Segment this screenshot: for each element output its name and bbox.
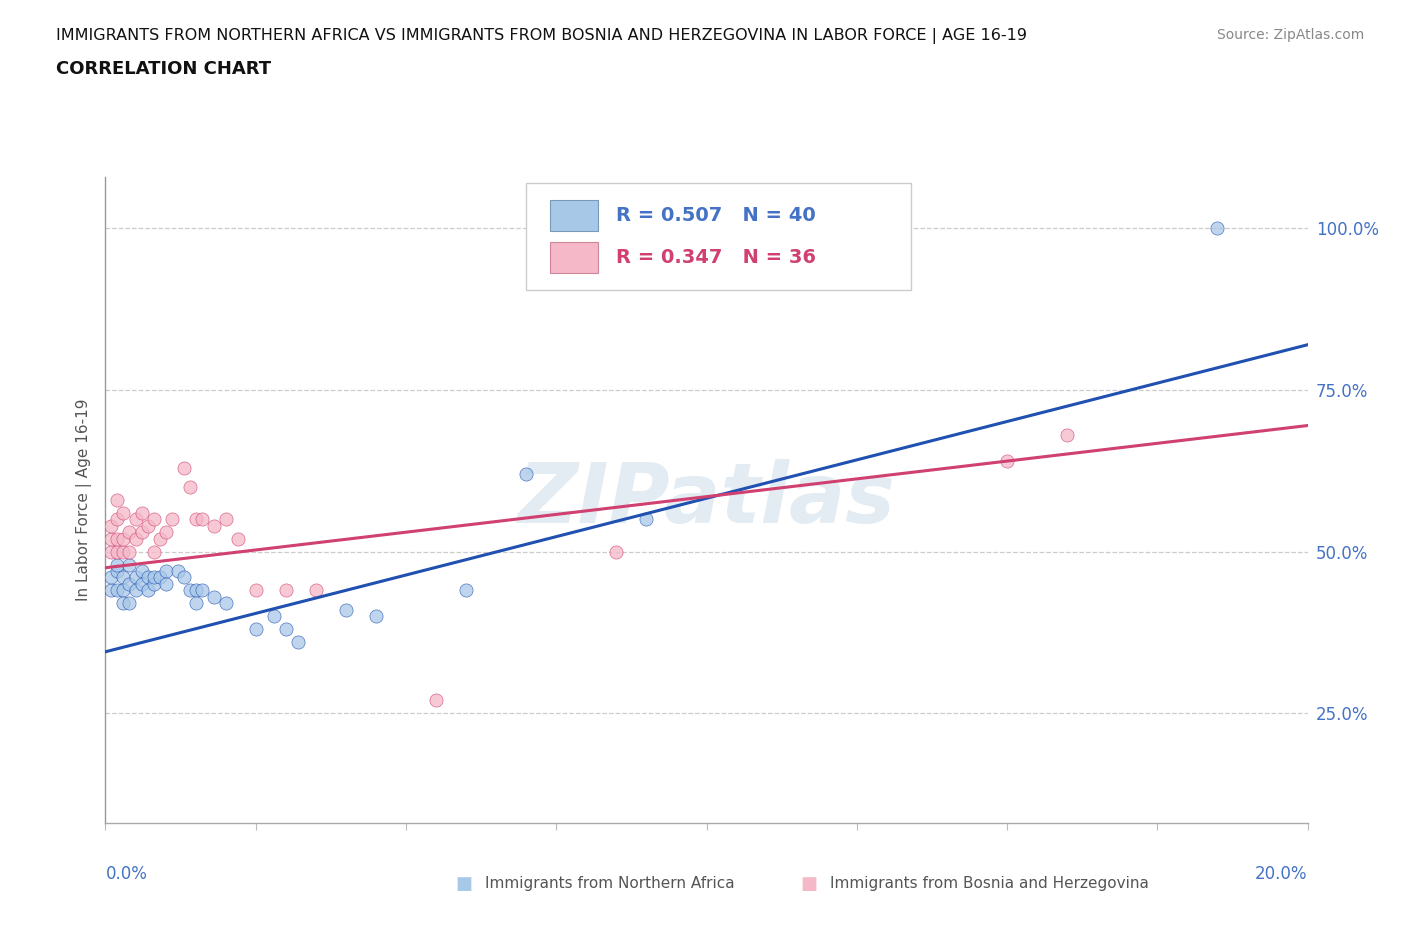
Point bbox=[425, 693, 447, 708]
Point bbox=[124, 570, 146, 585]
Point bbox=[605, 544, 627, 559]
Point bbox=[155, 525, 177, 539]
Point bbox=[142, 512, 165, 526]
Text: Immigrants from Northern Africa: Immigrants from Northern Africa bbox=[485, 876, 735, 891]
Point bbox=[214, 596, 236, 611]
Text: R = 0.507   N = 40: R = 0.507 N = 40 bbox=[616, 206, 815, 225]
FancyBboxPatch shape bbox=[526, 183, 911, 290]
Text: 20.0%: 20.0% bbox=[1256, 865, 1308, 884]
Point bbox=[184, 596, 207, 611]
Point bbox=[226, 531, 249, 546]
Point bbox=[214, 512, 236, 526]
Point bbox=[136, 583, 159, 598]
Point bbox=[107, 583, 129, 598]
Point bbox=[166, 564, 188, 578]
Point bbox=[112, 505, 135, 520]
Point bbox=[274, 583, 297, 598]
Point bbox=[148, 570, 170, 585]
Point bbox=[112, 544, 135, 559]
Point bbox=[107, 557, 129, 572]
Bar bbox=[550, 200, 599, 231]
Point bbox=[107, 531, 129, 546]
Point bbox=[184, 512, 207, 526]
Point bbox=[305, 583, 328, 598]
Y-axis label: In Labor Force | Age 16-19: In Labor Force | Age 16-19 bbox=[76, 399, 93, 601]
Point bbox=[142, 577, 165, 591]
Point bbox=[160, 512, 183, 526]
Point bbox=[142, 570, 165, 585]
Point bbox=[202, 590, 225, 604]
Point bbox=[454, 583, 477, 598]
Point bbox=[131, 525, 153, 539]
Point bbox=[100, 518, 122, 533]
Point bbox=[995, 454, 1018, 469]
Point bbox=[100, 583, 122, 598]
Point bbox=[287, 634, 309, 649]
Point bbox=[107, 544, 129, 559]
Text: ■: ■ bbox=[456, 874, 472, 893]
Point bbox=[263, 609, 285, 624]
Point bbox=[515, 467, 537, 482]
Point bbox=[173, 460, 195, 475]
Point bbox=[112, 570, 135, 585]
Point bbox=[190, 583, 212, 598]
Point bbox=[118, 596, 141, 611]
Point bbox=[335, 603, 357, 618]
Point bbox=[100, 570, 122, 585]
Point bbox=[179, 480, 201, 495]
Point bbox=[112, 596, 135, 611]
Point bbox=[131, 577, 153, 591]
Text: Immigrants from Bosnia and Herzegovina: Immigrants from Bosnia and Herzegovina bbox=[830, 876, 1149, 891]
Text: CORRELATION CHART: CORRELATION CHART bbox=[56, 60, 271, 78]
Point bbox=[173, 570, 195, 585]
Point bbox=[124, 583, 146, 598]
Point bbox=[155, 564, 177, 578]
Point bbox=[364, 609, 387, 624]
Point bbox=[245, 622, 267, 637]
Text: ■: ■ bbox=[800, 874, 817, 893]
Point bbox=[274, 622, 297, 637]
Text: R = 0.347   N = 36: R = 0.347 N = 36 bbox=[616, 248, 817, 267]
Point bbox=[131, 564, 153, 578]
Point bbox=[636, 512, 658, 526]
Point bbox=[148, 531, 170, 546]
Point bbox=[1056, 428, 1078, 443]
Point bbox=[190, 512, 212, 526]
Point bbox=[100, 544, 122, 559]
Point bbox=[136, 518, 159, 533]
Point bbox=[131, 505, 153, 520]
Point bbox=[107, 564, 129, 578]
Point bbox=[184, 583, 207, 598]
Point bbox=[118, 525, 141, 539]
Text: IMMIGRANTS FROM NORTHERN AFRICA VS IMMIGRANTS FROM BOSNIA AND HERZEGOVINA IN LAB: IMMIGRANTS FROM NORTHERN AFRICA VS IMMIG… bbox=[56, 28, 1028, 44]
Point bbox=[136, 570, 159, 585]
Point bbox=[118, 577, 141, 591]
Text: 0.0%: 0.0% bbox=[105, 865, 148, 884]
Point bbox=[118, 557, 141, 572]
Point bbox=[179, 583, 201, 598]
Point bbox=[142, 544, 165, 559]
Point bbox=[100, 531, 122, 546]
Point bbox=[202, 518, 225, 533]
Bar bbox=[550, 242, 599, 273]
Text: ZIPatlas: ZIPatlas bbox=[517, 459, 896, 540]
Point bbox=[107, 493, 129, 508]
Point bbox=[155, 577, 177, 591]
Point bbox=[1206, 221, 1229, 236]
Point bbox=[112, 531, 135, 546]
Point bbox=[124, 512, 146, 526]
Point bbox=[118, 544, 141, 559]
Point bbox=[124, 531, 146, 546]
Point bbox=[245, 583, 267, 598]
Point bbox=[112, 583, 135, 598]
Text: Source: ZipAtlas.com: Source: ZipAtlas.com bbox=[1216, 28, 1364, 42]
Point bbox=[107, 512, 129, 526]
